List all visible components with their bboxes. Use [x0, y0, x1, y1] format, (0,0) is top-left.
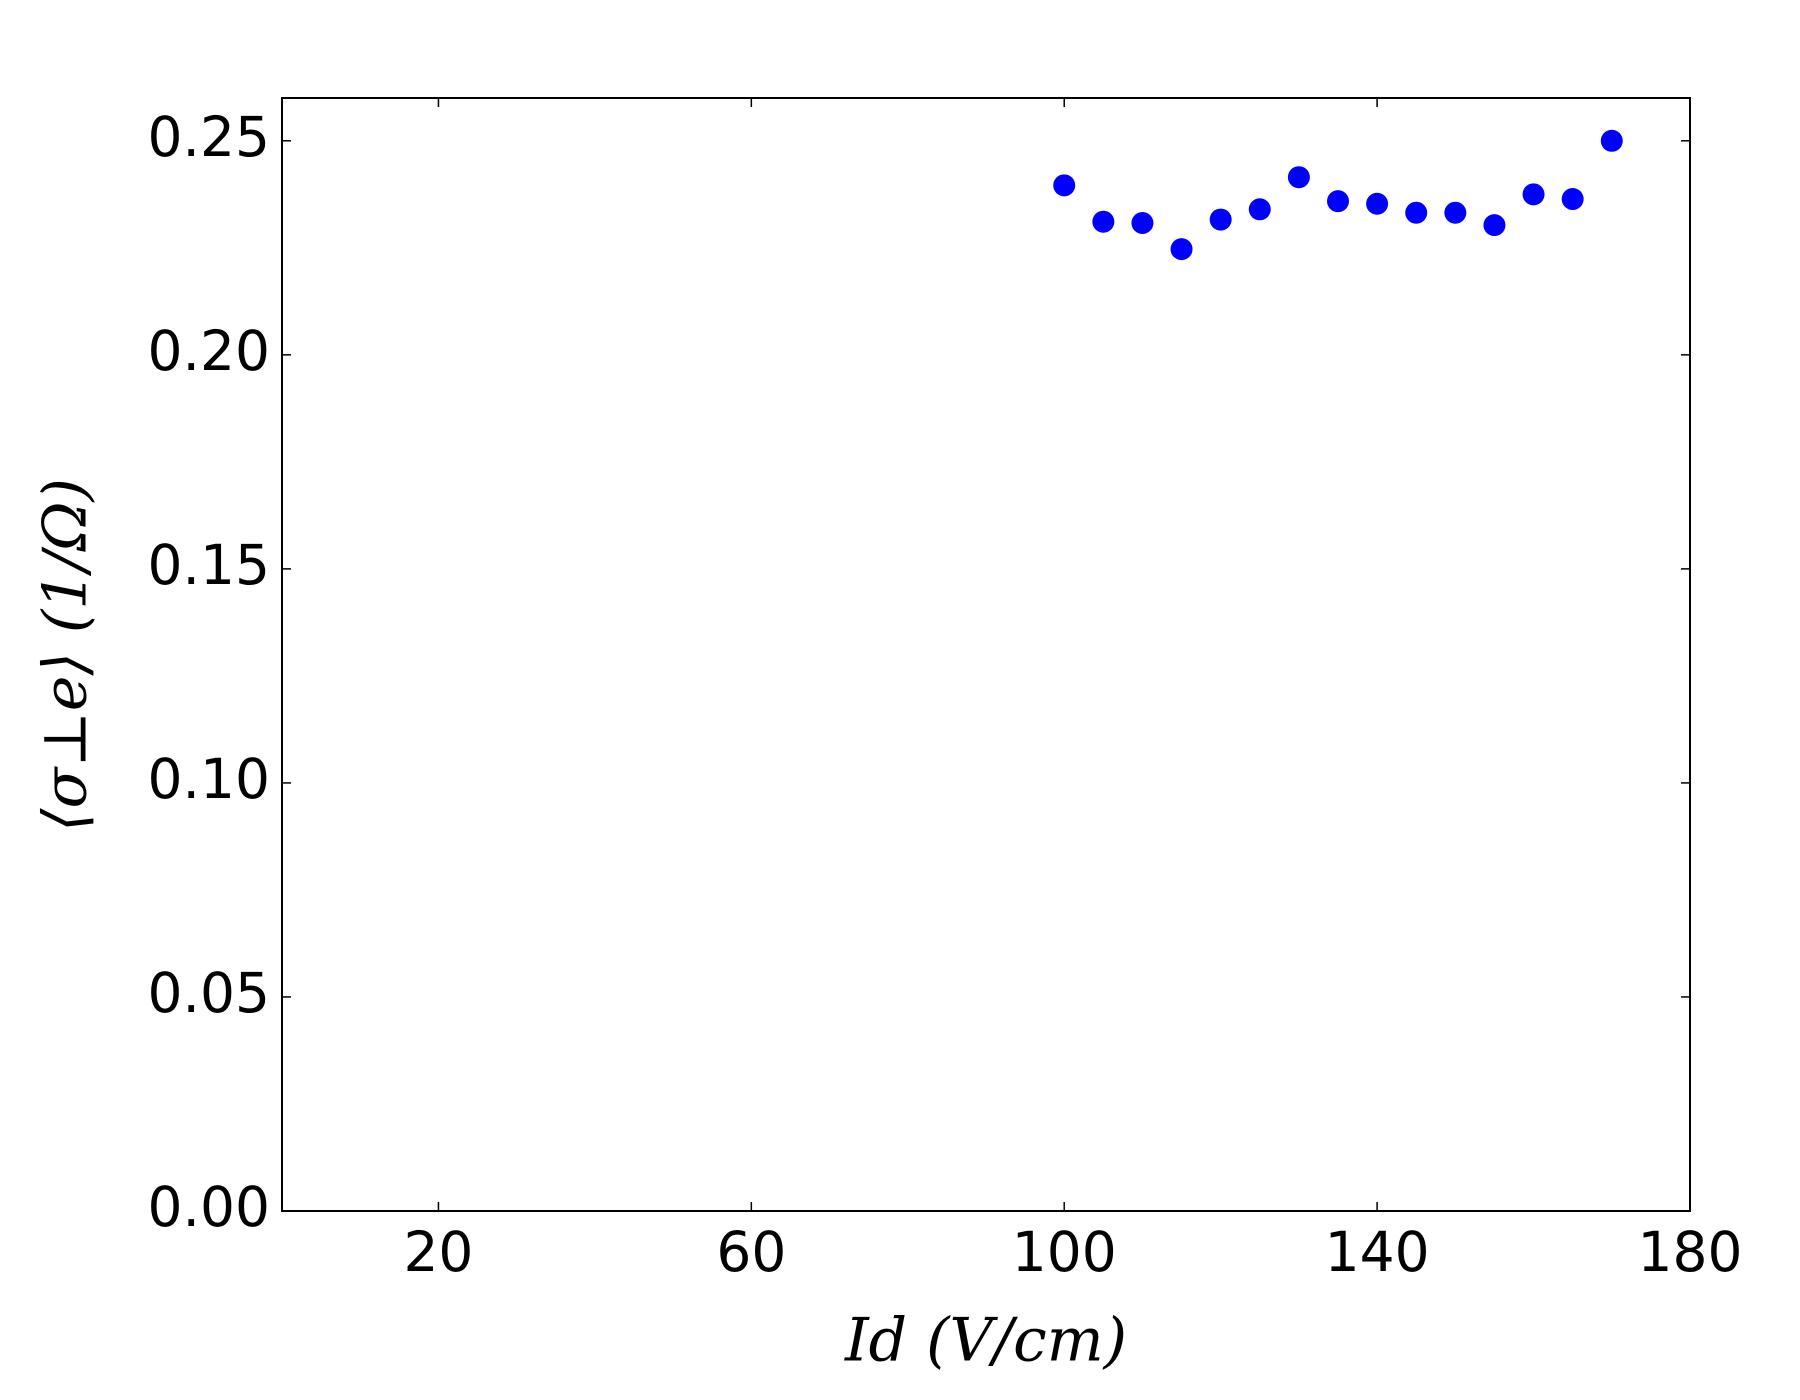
y-tick-label: 0.20 [148, 319, 270, 383]
point [1131, 211, 1154, 234]
y-tick-label: 0.10 [148, 747, 270, 811]
point [1327, 190, 1349, 213]
point [1209, 208, 1232, 231]
x-axis-label: Id (V/cm) [844, 1306, 1127, 1376]
point [1483, 214, 1506, 237]
point [1053, 174, 1076, 197]
y-tick-label: 0.00 [148, 1175, 270, 1239]
point [1170, 238, 1193, 261]
x-tick-label: 180 [1638, 1220, 1743, 1284]
point [1287, 166, 1310, 189]
plot-frame [281, 97, 1691, 1212]
point [1092, 210, 1115, 233]
y-axis-label: ⟨σ⊥e⟩ (1/Ω) [31, 478, 101, 832]
x-tick-label: 140 [1325, 1220, 1430, 1284]
y-tick-label: 0.05 [148, 961, 270, 1025]
point [1248, 198, 1271, 221]
point [1444, 201, 1467, 224]
y-tick-label: 0.15 [148, 533, 270, 597]
y-tick-label: 0.25 [148, 105, 270, 169]
x-tick-label: 20 [403, 1220, 473, 1284]
point [1561, 188, 1584, 211]
x-tick-label: 100 [1012, 1220, 1117, 1284]
point [1522, 183, 1545, 206]
point [1366, 192, 1389, 215]
point [1405, 201, 1428, 224]
point [1600, 129, 1623, 152]
x-tick-label: 60 [716, 1220, 786, 1284]
